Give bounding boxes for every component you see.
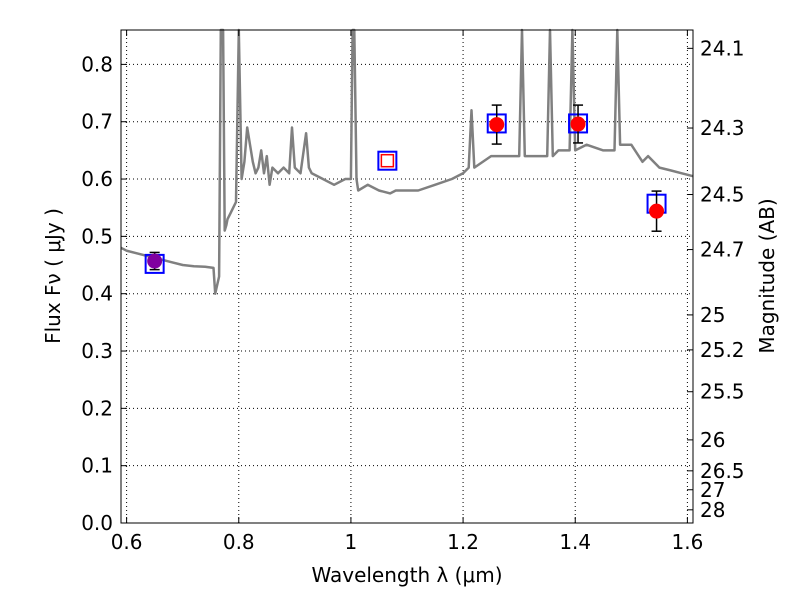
x-tick-label: 0.6 (111, 530, 143, 554)
y-tick-label: 0.1 (81, 454, 113, 478)
mag-tick-label: 28 (700, 498, 725, 522)
mag-tick-label: 26 (700, 428, 725, 452)
y-tick-label: 0.6 (81, 167, 113, 191)
y-tick-label: 0.4 (81, 282, 113, 306)
mag-tick-label: 24.1 (700, 36, 745, 60)
mag-tick-label: 25.2 (700, 338, 745, 362)
mag-tick-label: 26.5 (700, 459, 745, 483)
model-photometry-square (377, 150, 398, 171)
mag-tick-label: 27 (700, 478, 725, 502)
tick-layer: 0.6 0.8 1 1.2 1.4 1.6 0.0 0.1 0.2 0.3 0.4 0.5 0.6 0.7… (81, 30, 745, 554)
y-tick-label: 0.5 (81, 224, 113, 248)
mag-tick-label: 24.5 (700, 183, 745, 207)
mag-tick-label: 24.3 (700, 116, 745, 140)
spectrum-layer (120, 28, 694, 295)
model-photometry-inner-square (380, 153, 395, 168)
y-tick-label: 0.7 (81, 110, 113, 134)
mag-tick-label: 25 (700, 303, 725, 327)
mag-tick-label: 24.7 (700, 238, 745, 262)
plot-frame (120, 29, 694, 524)
y-axis-label: Flux Fν ( μJy ) (41, 208, 65, 344)
mag-tick-label: 25.5 (700, 380, 745, 404)
marker-layer (144, 104, 667, 274)
observed-photometry-point (147, 253, 163, 269)
observed-photometry-point (570, 116, 586, 132)
x-tick-label: 1.4 (559, 530, 591, 554)
observed-photometry-point (489, 117, 505, 133)
y-tick-label: 0.3 (81, 339, 113, 363)
y-tick-label: 0.0 (81, 511, 113, 535)
x-tick-label: 1.2 (447, 530, 479, 554)
x-tick-label: 0.8 (223, 530, 255, 554)
x-tick-label: 1.6 (671, 530, 703, 554)
plot-background (121, 30, 693, 523)
y-tick-label: 0.8 (81, 52, 113, 76)
y-axis-right-label: Magnitude (AB) (755, 198, 779, 353)
observed-photometry-point (649, 203, 665, 219)
x-tick-label: 1 (345, 530, 358, 554)
y-tick-label: 0.2 (81, 396, 113, 420)
spectrum-line (120, 28, 694, 295)
x-axis-label: Wavelength λ (μm) (311, 563, 502, 587)
